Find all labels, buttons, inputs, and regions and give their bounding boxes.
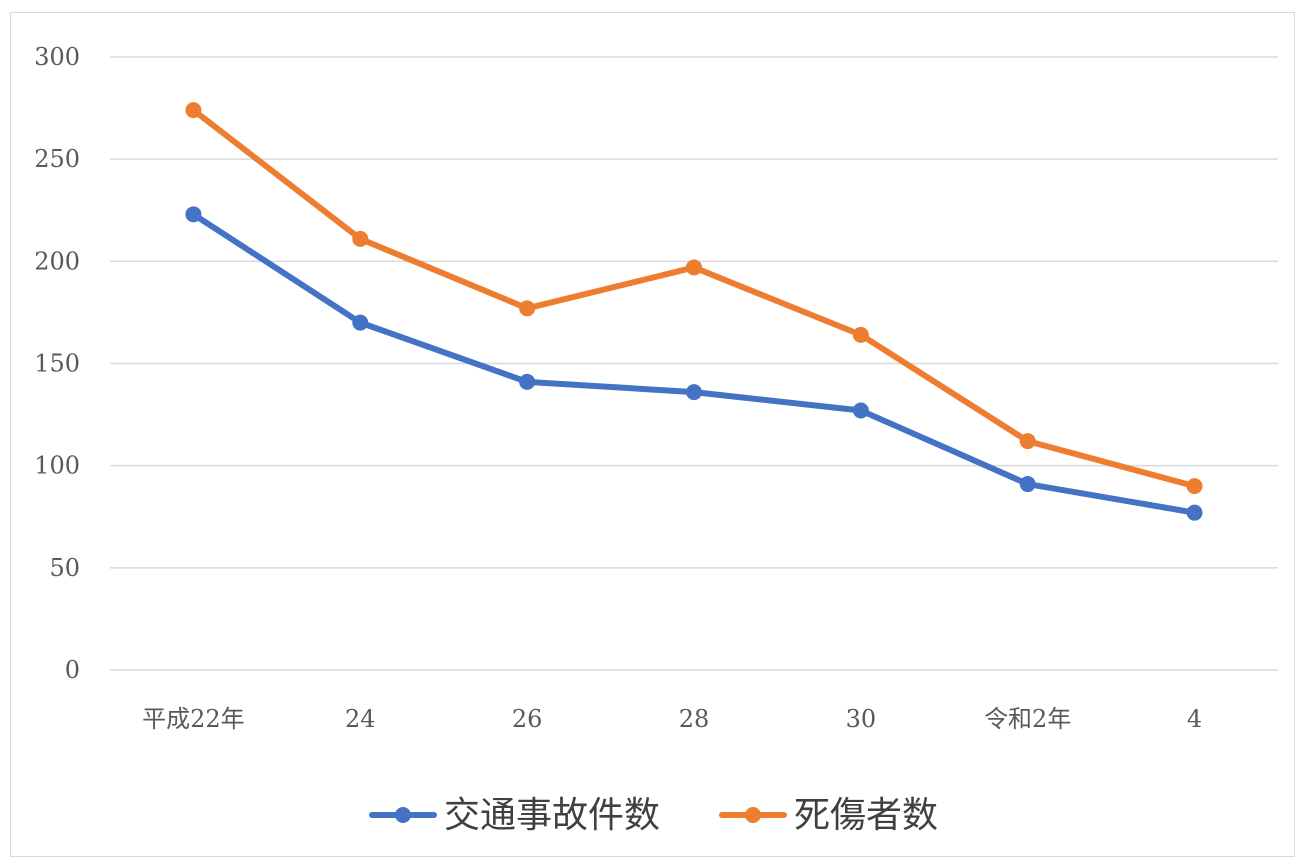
data-point <box>519 373 536 390</box>
y-tick-label: 250 <box>34 145 80 173</box>
series-line <box>190 107 1198 490</box>
legend-label: 交通事故件数 <box>444 795 660 836</box>
data-point <box>852 402 869 419</box>
x-tick-label: 平成22年 <box>142 705 245 733</box>
x-axis-tick-labels: 平成22年 24 26 28 30 令和2年 4 <box>142 705 1202 733</box>
legend-swatch-marker <box>745 807 761 823</box>
x-tick-label: 30 <box>846 705 877 733</box>
x-tick-label: 4 <box>1187 705 1202 733</box>
y-tick-label: 0 <box>65 656 80 684</box>
series-2 <box>185 102 1203 495</box>
data-point <box>686 384 702 401</box>
y-axis-tick-labels: 0 50 100 150 200 250 300 <box>34 43 80 684</box>
data-point <box>185 102 202 119</box>
legend-item: 死傷者数 <box>719 795 938 836</box>
data-point <box>352 314 369 331</box>
data-point <box>1186 504 1203 521</box>
x-tick-label: 28 <box>679 705 710 733</box>
data-point <box>519 300 536 317</box>
data-point <box>1186 478 1203 495</box>
x-tick-label: 24 <box>345 705 376 733</box>
x-tick-label: 令和2年 <box>984 705 1071 733</box>
data-point <box>1019 433 1036 450</box>
legend-label: 死傷者数 <box>794 795 938 836</box>
legend-swatch-marker <box>395 807 411 823</box>
series-1 <box>185 206 1203 521</box>
gridlines <box>110 56 1278 671</box>
y-tick-label: 300 <box>34 43 80 71</box>
data-point <box>1019 476 1036 493</box>
y-tick-label: 150 <box>34 350 80 378</box>
y-tick-label: 200 <box>34 247 80 275</box>
data-point <box>852 326 869 343</box>
legend: 交通事故件数 死傷者数 <box>369 795 938 836</box>
y-tick-label: 50 <box>49 554 80 582</box>
x-tick-label: 26 <box>512 705 543 733</box>
legend-item: 交通事故件数 <box>369 795 660 836</box>
chart-frame <box>10 12 1295 857</box>
data-point <box>686 259 702 276</box>
data-point <box>352 230 369 247</box>
data-point <box>185 206 202 223</box>
series-lines <box>185 102 1203 521</box>
y-tick-label: 100 <box>34 452 80 480</box>
